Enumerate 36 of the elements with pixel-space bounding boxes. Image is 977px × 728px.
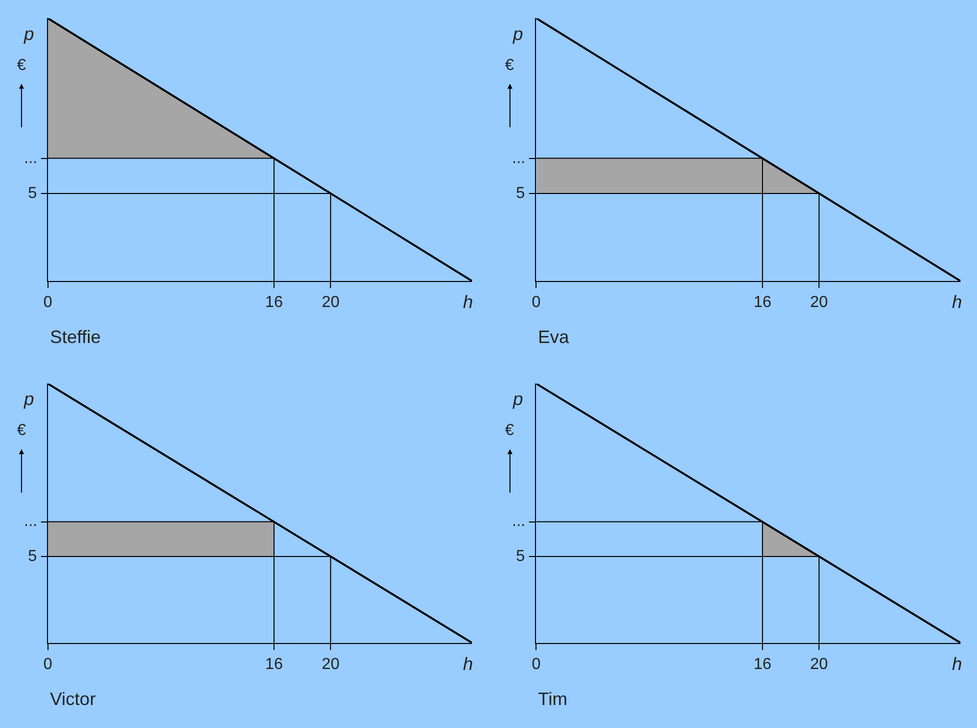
- x-axis-title: h: [952, 654, 962, 674]
- text: ...: [512, 513, 526, 530]
- x-tick-label: 16: [754, 294, 772, 312]
- x-tick-label: 16: [265, 656, 284, 674]
- x-tick-label: 0: [43, 656, 52, 674]
- x-tick-label: 0: [532, 656, 541, 674]
- y-axis-title: p: [23, 24, 34, 44]
- x-tick-label: 20: [810, 294, 828, 312]
- text: 5: [516, 548, 525, 565]
- y-axis-title: p: [23, 389, 34, 409]
- x-axis-title: h: [463, 292, 474, 312]
- x-tick-label: 20: [322, 656, 340, 674]
- text: 5: [516, 185, 525, 202]
- text: Steffie: [50, 327, 101, 347]
- text: Tim: [538, 689, 568, 709]
- text: Eva: [538, 327, 570, 347]
- text: ...: [512, 150, 526, 167]
- x-tick-label: 16: [754, 656, 772, 674]
- x-axis-title: h: [952, 292, 962, 312]
- x-tick-label: 0: [532, 294, 541, 312]
- text: 5: [28, 185, 37, 202]
- text: ...: [24, 150, 38, 167]
- x-tick-label: 16: [265, 294, 284, 312]
- x-tick-label: 20: [322, 294, 340, 312]
- x-tick-label: 20: [810, 656, 828, 674]
- text: Victor: [50, 689, 96, 709]
- text: 5: [28, 548, 37, 565]
- text: €: [505, 422, 514, 439]
- x-axis-title: h: [463, 654, 474, 674]
- text: ...: [24, 513, 38, 530]
- text: €: [17, 57, 26, 74]
- text: €: [17, 422, 26, 439]
- y-axis-title: p: [512, 24, 524, 44]
- text: €: [505, 57, 514, 74]
- y-axis-title: p: [512, 389, 524, 409]
- x-tick-label: 0: [43, 294, 52, 312]
